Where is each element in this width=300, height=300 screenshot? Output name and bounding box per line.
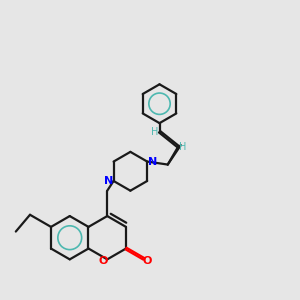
Text: N: N bbox=[104, 176, 113, 186]
Text: H: H bbox=[151, 127, 158, 137]
Text: O: O bbox=[98, 256, 107, 266]
Text: O: O bbox=[143, 256, 152, 266]
Text: N: N bbox=[148, 157, 157, 166]
Text: H: H bbox=[179, 142, 187, 152]
